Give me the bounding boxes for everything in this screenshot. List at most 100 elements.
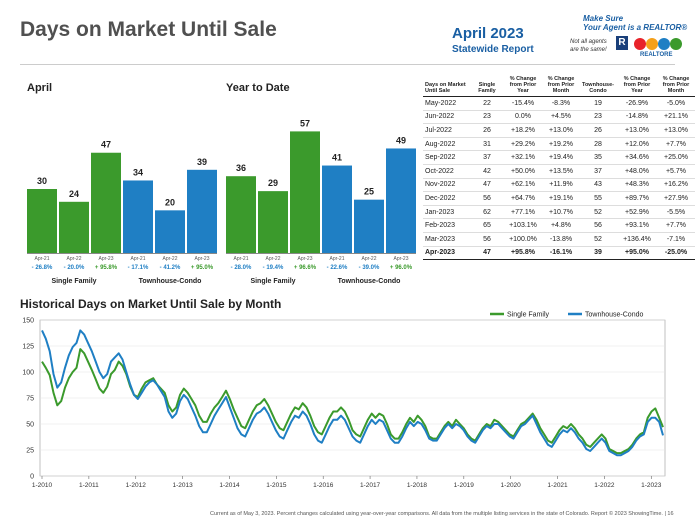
- ytd-category-label-3: Apr-21: [329, 256, 344, 262]
- table-cell: Nov-2022: [423, 178, 471, 193]
- table-cell: +48.3%: [617, 178, 657, 193]
- table-cell: +13.5%: [543, 164, 579, 179]
- ytd-bar-1: [258, 191, 288, 253]
- col-sf-prior-month: % Change from Prior Month: [543, 76, 579, 97]
- table-cell: 42: [471, 164, 503, 179]
- table-row: Apr-2023 47 +95.8% -16.1% 39 +95.0% -25.0%: [423, 246, 695, 261]
- table-cell: 26: [579, 123, 617, 138]
- table-cell: -26.9%: [617, 96, 657, 111]
- table-cell: Oct-2022: [423, 164, 471, 179]
- april-change-label-2: + 95.8%: [95, 265, 118, 271]
- table-cell: +7.7%: [657, 137, 695, 152]
- ytd-group-label-townhouse: Townhouse-Condo: [338, 278, 401, 285]
- table-cell: 26: [471, 123, 503, 138]
- april-value-label-2: 47: [101, 140, 111, 150]
- table-cell: Mar-2023: [423, 232, 471, 247]
- table-cell: +52.9%: [617, 205, 657, 220]
- table-row: Jun-2022 23 0.0% +4.5% 23 -14.8% +21.1%: [423, 110, 695, 125]
- table-cell: +32.1%: [503, 150, 543, 165]
- april-value-label-5: 39: [197, 157, 207, 167]
- table-cell: 28: [579, 137, 617, 152]
- table-row: Aug-2022 31 +29.2% +19.2% 28 +12.0% +7.7%: [423, 137, 695, 152]
- ytd-change-label-5: + 96.0%: [390, 265, 413, 271]
- table-cell: 47: [471, 246, 503, 261]
- y-tick-label: 125: [22, 344, 34, 351]
- report-month: April 2023: [452, 25, 524, 42]
- x-tick-label: 1-2023: [641, 482, 662, 489]
- realtore-logo-icon: [634, 38, 682, 50]
- x-tick-label: 1-2010: [32, 482, 53, 489]
- april-value-label-3: 34: [133, 167, 143, 177]
- col-single-family: Single Family: [471, 76, 503, 97]
- table-cell: +4.8%: [543, 218, 579, 233]
- table-cell: -5.5%: [657, 205, 695, 220]
- table-cell: +12.0%: [617, 137, 657, 152]
- table-cell: -8.3%: [543, 96, 579, 111]
- table-cell: +34.6%: [617, 150, 657, 165]
- ytd-change-label-1: - 19.4%: [263, 265, 284, 271]
- table-cell: +95.0%: [617, 246, 657, 261]
- april-bar-0: [27, 189, 57, 253]
- table-cell: 47: [471, 178, 503, 193]
- series-line-single-family: [41, 348, 664, 455]
- ytd-bar-4: [354, 199, 384, 253]
- table-cell: +13.0%: [543, 123, 579, 138]
- april-chart-title: April: [27, 82, 53, 94]
- april-category-label-4: Apr-22: [162, 256, 177, 262]
- ytd-value-label-3: 41: [332, 153, 342, 163]
- historical-chart-title: Historical Days on Market Until Sale by …: [20, 297, 282, 311]
- april-bar-5: [187, 169, 217, 253]
- col-townhouse: Townhouse-Condo: [579, 76, 617, 97]
- table-cell: Apr-2023: [423, 246, 471, 261]
- ytd-bar-5: [386, 148, 416, 253]
- ytd-bar-2: [290, 131, 320, 253]
- table-cell: +50.0%: [503, 164, 543, 179]
- table-cell: +136.4%: [617, 232, 657, 247]
- april-change-label-1: - 20.0%: [64, 265, 85, 271]
- x-tick-label: 1-2020: [501, 482, 522, 489]
- april-bar-2: [91, 152, 121, 253]
- slogan-line-2: Your Agent is a REALTOR®: [583, 23, 688, 32]
- ytd-change-label-0: - 28.0%: [231, 265, 252, 271]
- series-line-townhouse: [41, 329, 664, 457]
- april-bar-1: [59, 201, 89, 253]
- table-row: Mar-2023 56 +100.0% -13.8% 52 +136.4% -7.1%: [423, 232, 695, 247]
- x-tick-label: 1-2015: [266, 482, 287, 489]
- table-cell: 62: [471, 205, 503, 220]
- table-row: Nov-2022 47 +62.1% +11.9% 43 +48.3% +16.2%: [423, 178, 695, 193]
- table-cell: +77.1%: [503, 205, 543, 220]
- table-cell: 52: [579, 232, 617, 247]
- table-cell: +95.8%: [503, 246, 543, 261]
- table-header-row: Days on Market Until Sale Single Family …: [423, 76, 695, 97]
- table-cell: 0.0%: [503, 110, 543, 125]
- x-tick-label: 1-2017: [360, 482, 381, 489]
- ytd-value-label-5: 49: [396, 135, 406, 145]
- april-category-label-5: Apr-23: [194, 256, 209, 262]
- table-cell: +18.2%: [503, 123, 543, 138]
- header-divider: [20, 64, 675, 65]
- table-row: Jan-2023 62 +77.1% +10.7% 52 +52.9% -5.5%: [423, 205, 695, 220]
- ytd-axis-line: [226, 253, 416, 254]
- table-cell: 23: [471, 110, 503, 125]
- x-tick-label: 1-2021: [547, 482, 568, 489]
- ytd-bar-0: [226, 176, 256, 253]
- x-tick-label: 1-2018: [407, 482, 428, 489]
- table-cell: 43: [579, 178, 617, 193]
- table-cell: -5.0%: [657, 96, 695, 111]
- table-cell: +13.0%: [617, 123, 657, 138]
- table-cell: -16.1%: [543, 246, 579, 261]
- table-row: Oct-2022 42 +50.0% +13.5% 37 +48.0% +5.7%: [423, 164, 695, 179]
- ytd-change-label-2: + 96.6%: [294, 265, 317, 271]
- table-cell: 22: [471, 96, 503, 111]
- table-cell: +7.7%: [657, 218, 695, 233]
- col-tc-prior-month: % Change from Prior Month: [657, 76, 695, 97]
- april-change-label-5: + 95.0%: [191, 265, 214, 271]
- table-row: Jul-2022 26 +18.2% +13.0% 26 +13.0% +13.0%: [423, 123, 695, 138]
- table-cell: 56: [579, 218, 617, 233]
- ytd-chart-title: Year to Date: [226, 82, 290, 94]
- table-cell: Jan-2023: [423, 205, 471, 220]
- april-value-label-0: 30: [37, 176, 47, 186]
- table-cell: -15.4%: [503, 96, 543, 111]
- table-cell: -7.1%: [657, 232, 695, 247]
- table-cell: +13.0%: [657, 123, 695, 138]
